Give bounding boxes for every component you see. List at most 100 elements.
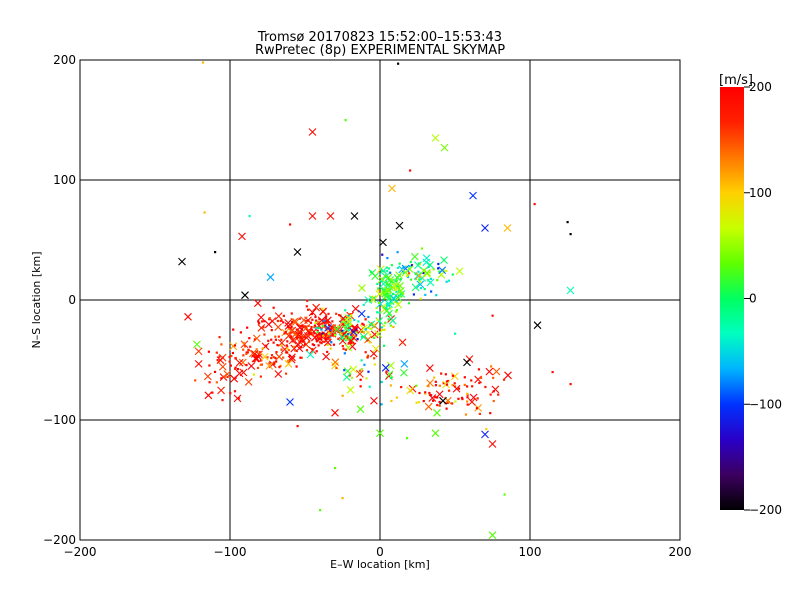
- data-point-x-marker: [292, 317, 300, 326]
- data-point: [258, 322, 261, 325]
- data-point-x-marker: [393, 273, 402, 282]
- data-point: [396, 266, 400, 269]
- data-point-x-marker: [299, 316, 308, 325]
- data-point: [337, 337, 340, 340]
- data-point: [317, 337, 321, 341]
- data-point: [234, 356, 237, 360]
- data-point: [389, 271, 392, 274]
- data-point: [460, 396, 464, 400]
- data-point-x-marker: [503, 224, 512, 232]
- data-point-x-marker: [217, 386, 225, 395]
- data-point: [419, 287, 422, 290]
- data-point: [270, 354, 274, 357]
- data-point: [314, 321, 317, 324]
- data-point: [249, 345, 252, 348]
- data-point: [422, 399, 425, 403]
- data-point: [276, 319, 279, 323]
- data-point: [434, 380, 437, 383]
- data-point-x-marker: [364, 296, 373, 304]
- data-point-x-marker: [439, 396, 447, 405]
- data-point: [268, 362, 271, 365]
- data-point-x-marker: [194, 347, 203, 356]
- data-point: [320, 328, 323, 331]
- data-point: [327, 312, 330, 315]
- data-point: [424, 391, 427, 394]
- data-point: [414, 272, 417, 276]
- data-point: [208, 381, 211, 384]
- data-point: [254, 356, 258, 359]
- data-point: [338, 313, 341, 317]
- x-tick-label: −100: [214, 545, 247, 559]
- data-point: [392, 325, 395, 329]
- data-point: [322, 334, 325, 337]
- data-point: [400, 295, 403, 298]
- data-point-x-marker: [388, 316, 397, 325]
- data-point: [438, 270, 441, 273]
- data-point: [383, 324, 386, 327]
- data-point: [202, 61, 205, 64]
- data-point-x-marker: [488, 531, 497, 540]
- data-point-x-marker: [238, 358, 247, 367]
- data-point: [454, 400, 457, 403]
- data-point: [317, 344, 320, 347]
- data-point: [267, 339, 270, 342]
- data-point-x-marker: [238, 232, 246, 241]
- data-point-x-marker: [324, 323, 332, 332]
- data-point-x-marker: [481, 430, 489, 439]
- data-point-x-marker: [426, 379, 434, 387]
- x-axis-ticks: −200 −100 0 100 200: [64, 534, 691, 559]
- data-point: [479, 376, 483, 380]
- data-point: [220, 343, 223, 346]
- data-point-x-marker: [474, 404, 482, 412]
- data-point: [246, 351, 249, 354]
- data-point: [372, 298, 375, 301]
- data-point: [454, 332, 457, 335]
- data-point: [363, 363, 366, 366]
- data-point: [533, 203, 536, 206]
- data-point-x-marker: [422, 254, 431, 263]
- data-point: [476, 397, 479, 400]
- data-point: [313, 344, 316, 347]
- data-point: [417, 270, 420, 273]
- data-point: [341, 344, 344, 348]
- data-point: [386, 270, 389, 273]
- data-point: [233, 344, 237, 347]
- data-point: [291, 337, 294, 340]
- data-point-x-marker: [230, 374, 239, 383]
- data-point-x-marker: [233, 394, 242, 403]
- data-point: [367, 326, 371, 330]
- data-point: [396, 285, 399, 288]
- data-point: [463, 376, 466, 379]
- data-point: [305, 305, 308, 308]
- data-point-x-marker: [193, 340, 201, 349]
- data-point-x-marker: [414, 261, 422, 270]
- colorbar: [m/s] 200 100 0 −100 −200: [719, 73, 782, 517]
- data-point-x-marker: [218, 362, 227, 371]
- data-point: [378, 311, 381, 314]
- data-point: [316, 331, 319, 334]
- data-point-x-marker: [244, 378, 253, 386]
- data-point-x-marker: [359, 333, 368, 341]
- data-point: [226, 375, 229, 379]
- data-point: [466, 403, 469, 406]
- data-point: [435, 294, 438, 297]
- data-point: [231, 351, 235, 355]
- data-point: [420, 247, 424, 250]
- data-point: [352, 333, 355, 336]
- data-point: [380, 326, 384, 329]
- data-point: [318, 341, 322, 344]
- data-point: [384, 307, 387, 310]
- data-point-x-marker: [355, 370, 364, 378]
- data-point: [390, 264, 393, 267]
- data-point: [387, 318, 390, 321]
- data-point: [395, 308, 399, 312]
- data-point: [301, 340, 305, 343]
- data-point-x-marker: [488, 440, 497, 448]
- data-point: [288, 354, 292, 357]
- data-point: [354, 330, 357, 333]
- data-point: [341, 329, 344, 332]
- data-point: [344, 309, 347, 312]
- data-point: [380, 380, 383, 384]
- data-point: [440, 372, 443, 375]
- data-point: [284, 372, 288, 375]
